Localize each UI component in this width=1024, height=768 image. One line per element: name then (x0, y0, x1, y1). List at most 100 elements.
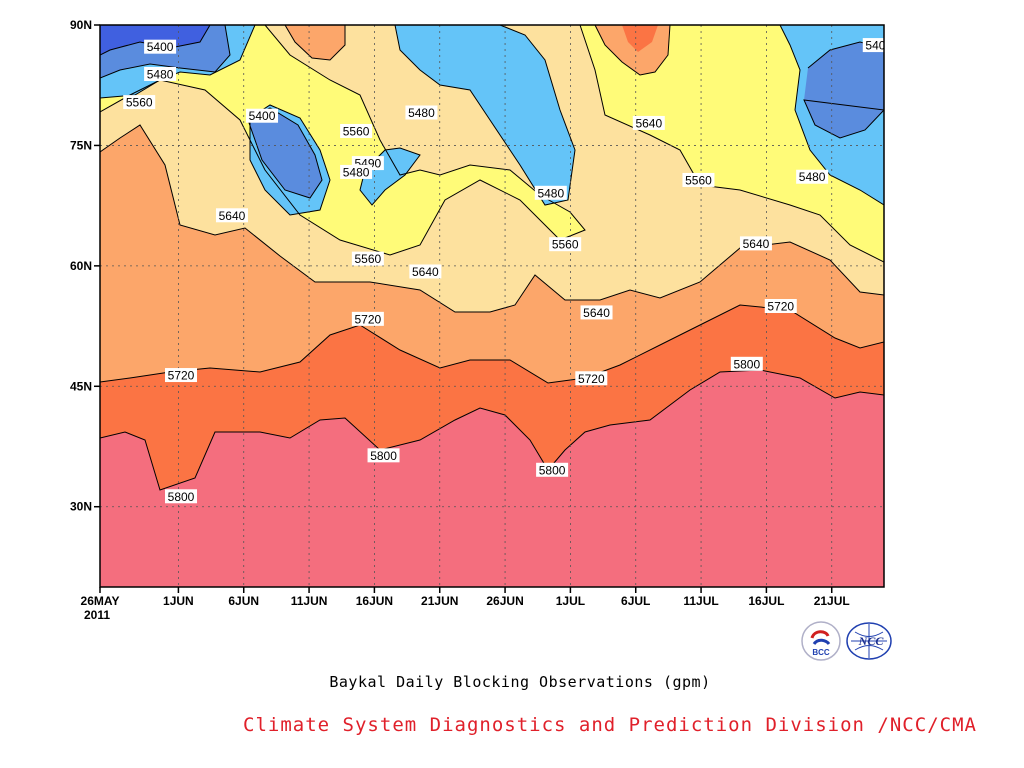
x-tick-label: 16JUN (356, 594, 393, 608)
contour-label-text: 5800 (370, 449, 397, 463)
contour-label-bg (144, 66, 177, 81)
contour-label-bg (144, 39, 177, 54)
x-tick-label: 26MAY (81, 594, 120, 608)
x-tick-label: 16JUL (748, 594, 784, 608)
contour-label-bg (409, 264, 442, 279)
contour-label-bg (367, 448, 400, 463)
contour-label-bg (534, 185, 567, 200)
band-high-3 (622, 25, 658, 52)
contour-label-bg (165, 489, 198, 504)
y-tick-label: 75N (70, 138, 92, 152)
contour-label: 5480 (340, 164, 373, 179)
contour-label: 5800 (536, 462, 569, 477)
contour-label-bg (796, 169, 829, 184)
y-tick-label: 30N (70, 500, 92, 514)
chart-title: Baykal Daily Blocking Observations (gpm) (329, 673, 711, 691)
contour-label-bg (340, 164, 373, 179)
x-tick-label: 6JUL (621, 594, 650, 608)
x-tick-label: 1JUL (556, 594, 585, 608)
contour-label-bg (536, 462, 569, 477)
contour-label: 5640 (215, 208, 248, 223)
contour-label: 5640 (580, 305, 613, 320)
contour-label-bg (123, 95, 156, 110)
contour-label-text: 5720 (767, 300, 794, 314)
contour-label-bg (215, 208, 248, 223)
contour-label: 5560 (549, 237, 582, 252)
contour-label-text: 5720 (168, 369, 195, 383)
ncc-logo: NCC (846, 622, 892, 660)
contour-label: 5560 (340, 123, 373, 138)
contour-label-text: 5400 (865, 39, 892, 53)
contour-label: 5400 (862, 38, 892, 53)
contour-label: 5720 (764, 299, 797, 314)
contour-label: 5480 (534, 185, 567, 200)
x-tick-label: 11JUN (291, 594, 328, 608)
band-5400-5480 (100, 25, 884, 198)
x-axis: 26MAY 1JUN 6JUN 11JUN 16JUN 21JUN 26JUN 1JUL 6JU… (81, 587, 850, 608)
contour-label-text: 5480 (147, 67, 174, 81)
contour-label: 5560 (682, 172, 715, 187)
contour-label-text: 5480 (408, 106, 435, 120)
x-tick-label: 26JUN (486, 594, 523, 608)
contour-label-bg (739, 236, 772, 251)
y-tick-label: 60N (70, 259, 92, 273)
contour-label-text: 5640 (412, 265, 439, 279)
plot-frame (99, 24, 885, 588)
x-axis-year: 2011 (84, 608, 110, 622)
contour-label-text: 5640 (635, 116, 662, 130)
contour-label: 5400 (246, 108, 279, 123)
x-tick-label: 6JUN (228, 594, 259, 608)
contour-label: 5480 (144, 66, 177, 81)
contour-label-text: 5560 (126, 96, 153, 110)
contour-label-bg (549, 237, 582, 252)
contour-label-text: 5640 (219, 209, 246, 223)
contour-label: 5480 (796, 169, 829, 184)
contour-label-bg (246, 108, 279, 123)
contour-label-bg (575, 371, 608, 386)
contour-label: 5640 (409, 264, 442, 279)
contour-label-bg (580, 305, 613, 320)
contour-label-bg (862, 38, 884, 53)
contour-label-text: 5480 (537, 186, 564, 200)
contour-label-bg (351, 311, 384, 326)
contour-label-text: 5800 (539, 463, 566, 477)
contour-label-text: 5720 (578, 372, 605, 386)
x-tick-label: 21JUL (814, 594, 850, 608)
contour-label-bg (340, 123, 373, 138)
contour-label-text: 5480 (799, 170, 826, 184)
contour-label-bg (682, 172, 715, 187)
contour-label-text: 5400 (147, 40, 174, 54)
y-axis: 30N 45N 60N 75N 90N (70, 18, 100, 514)
contour-label: 5400 (144, 39, 177, 54)
contour-label-text: 5800 (733, 357, 760, 371)
plot-area: 5400548055605400556054805490548056405560… (100, 25, 892, 587)
contour-label: 5720 (575, 371, 608, 386)
x-tick-label: 11JUL (683, 594, 718, 608)
x-tick-label: 21JUN (421, 594, 458, 608)
contour-label-text: 5800 (168, 490, 195, 504)
contour-label-text: 5480 (343, 165, 370, 179)
ncc-logo-text: NCC (858, 634, 885, 648)
contour-label-bg (351, 251, 384, 266)
contour-label: 5480 (405, 105, 438, 120)
contour-label: 5640 (632, 115, 665, 130)
contour-label-bg (632, 115, 665, 130)
contour-label: 5560 (123, 95, 156, 110)
contour-label: 5800 (367, 448, 400, 463)
contour-label: 5800 (730, 356, 763, 371)
contour-label-text: 5560 (355, 252, 382, 266)
contour-labels: 5400548055605400556054805490548056405560… (123, 38, 892, 504)
contour-label-bg (730, 356, 763, 371)
contour-label-text: 5640 (583, 306, 610, 320)
contour-label: 5720 (165, 368, 198, 383)
contour-label-text: 5400 (249, 109, 276, 123)
y-tick-label: 90N (70, 18, 92, 32)
contour-label-text: 5720 (355, 312, 382, 326)
contour-label-text: 5640 (743, 237, 770, 251)
contour-label-text: 5560 (552, 238, 579, 252)
band-high-1 (285, 25, 345, 60)
contour-label: 5560 (351, 251, 384, 266)
contour-label: 5720 (351, 311, 384, 326)
x-tick-label: 1JUN (163, 594, 194, 608)
